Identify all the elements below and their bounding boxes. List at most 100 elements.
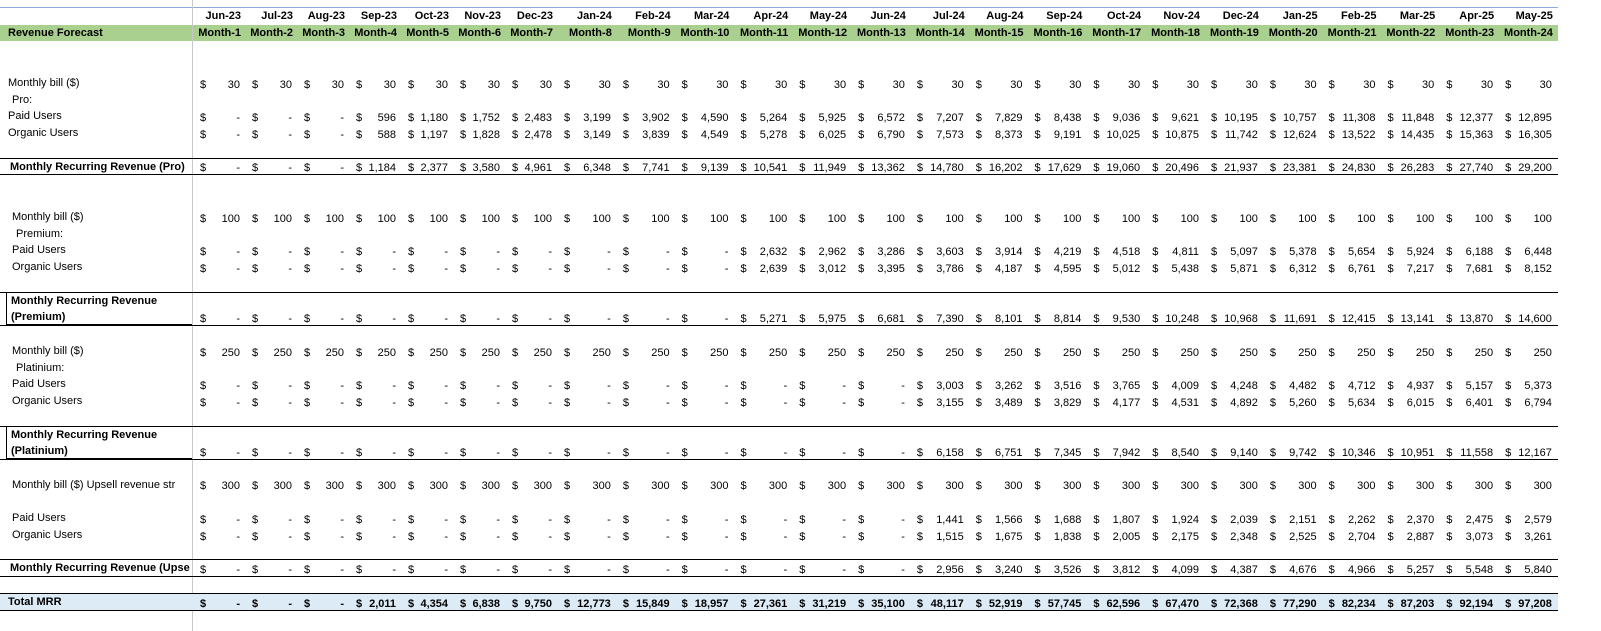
- cell-value: 30: [1539, 78, 1552, 91]
- currency-symbol: $: [1034, 78, 1041, 91]
- currency-symbol: $: [681, 513, 688, 526]
- value-cell: $2,370: [1379, 510, 1438, 527]
- cell-value: 30: [539, 78, 552, 91]
- cell-value: -: [901, 513, 905, 526]
- cell-value: 100: [1415, 212, 1435, 225]
- value-cell: $ -: [674, 510, 733, 527]
- value-cell: $300: [615, 477, 674, 494]
- column-divider: [192, 0, 193, 631]
- cell-value: 3,839: [642, 128, 670, 141]
- cell-value: 3,765: [1112, 380, 1141, 392]
- currency-symbol: $: [975, 597, 982, 610]
- cell-value: -: [607, 564, 611, 577]
- value-cell: $30: [1438, 75, 1497, 92]
- cell-value: 52,919: [988, 597, 1023, 610]
- value-cell: $2,962: [791, 242, 850, 259]
- cell-value: 1,924: [1171, 513, 1199, 526]
- cell-value: -: [724, 380, 729, 392]
- cell-value: 1,838: [1053, 530, 1082, 543]
- value-cell: $100: [615, 209, 674, 226]
- value-cell: $ -: [296, 376, 348, 393]
- cell-value: 300: [710, 480, 729, 493]
- cell-value: 3,073: [1465, 530, 1494, 543]
- cell-value: 6,751: [995, 446, 1023, 459]
- value-cell: $300: [1497, 477, 1556, 494]
- currency-symbol: $: [916, 246, 924, 259]
- currency-symbol: $: [252, 313, 259, 326]
- cell-value: -: [496, 530, 500, 543]
- value-cell: $100: [452, 209, 504, 226]
- cell-value: 250: [429, 346, 448, 359]
- value-cell: $ -: [244, 527, 296, 544]
- currency-symbol: $: [975, 128, 982, 141]
- currency-symbol: $: [564, 128, 571, 141]
- currency-symbol: $: [252, 597, 259, 610]
- value-cell: $ -: [504, 242, 556, 259]
- currency-symbol: $: [460, 396, 467, 409]
- row-border: [0, 157, 1558, 159]
- currency-symbol: $: [1328, 530, 1335, 543]
- cell-value: 12,415: [1341, 313, 1376, 326]
- value-cell: $5,097: [1203, 242, 1262, 259]
- currency-symbol: $: [200, 480, 207, 493]
- currency-symbol: $: [1446, 128, 1453, 141]
- currency-symbol: $: [740, 313, 747, 326]
- cell-value: 100: [481, 212, 500, 225]
- currency-symbol: $: [1093, 246, 1100, 259]
- currency-symbol: $: [200, 313, 207, 326]
- currency-symbol: $: [1328, 396, 1335, 409]
- cell-value: -: [444, 513, 448, 526]
- currency-symbol: $: [1211, 128, 1218, 141]
- date-header: Feb-25: [1341, 10, 1377, 22]
- value-cell: $ -: [556, 443, 615, 460]
- currency-symbol: $: [1211, 480, 1218, 493]
- currency-symbol: $: [916, 513, 924, 526]
- currency-symbol: $: [356, 78, 363, 91]
- currency-symbol: $: [1269, 396, 1276, 409]
- cell-value: -: [607, 530, 611, 543]
- value-cell: $300: [1027, 477, 1086, 494]
- value-cell: $3,516: [1027, 376, 1086, 393]
- date-header: Nov-24: [1163, 10, 1200, 22]
- currency-symbol: $: [1093, 597, 1100, 610]
- value-cell: $250: [1085, 343, 1144, 360]
- currency-symbol: $: [1093, 313, 1100, 326]
- cell-value: 5,264: [759, 112, 788, 125]
- value-cell: $300: [1144, 477, 1203, 494]
- cell-value: 27,361: [753, 597, 788, 610]
- currency-symbol: $: [252, 346, 259, 359]
- currency-symbol: $: [740, 262, 747, 275]
- value-cell: $30: [909, 75, 968, 92]
- cell-value: -: [444, 246, 448, 259]
- row-label: Organic Users: [12, 261, 83, 274]
- value-cell: $2,151: [1262, 510, 1321, 527]
- value-cell: $82,234: [1321, 594, 1380, 611]
- value-cell: $9,621: [1144, 108, 1203, 125]
- value-cell: $ -: [192, 510, 244, 527]
- cell-value: -: [236, 530, 240, 543]
- currency-symbol: $: [304, 262, 311, 275]
- value-cell: $ -: [244, 242, 296, 259]
- currency-symbol: $: [200, 246, 207, 259]
- value-cell: $6,838: [452, 594, 504, 611]
- cell-value: 30: [598, 78, 611, 91]
- value-cell: $ -: [791, 376, 850, 393]
- cell-value: 11,308: [1342, 112, 1376, 125]
- value-cell: $2,475: [1438, 510, 1497, 527]
- cell-value: 250: [1357, 346, 1376, 359]
- value-cell: $100: [850, 209, 909, 226]
- cell-value: -: [392, 262, 396, 275]
- value-cell: $ -: [732, 393, 791, 410]
- value-cell: $ -: [244, 125, 296, 142]
- cell-value: 2,579: [1524, 513, 1552, 526]
- value-cell: $2,348: [1203, 527, 1262, 544]
- cell-value: 4,595: [1053, 262, 1082, 275]
- cell-value: -: [340, 513, 344, 526]
- currency-symbol: $: [916, 597, 924, 610]
- value-cell: $100: [1379, 209, 1438, 226]
- value-cell: $ -: [674, 242, 733, 259]
- cell-value: -: [724, 313, 729, 326]
- row-label: Monthly Recurring Revenue (Pro): [10, 160, 185, 173]
- value-cell: $4,811: [1144, 242, 1203, 259]
- value-cell: $7,573: [909, 125, 968, 142]
